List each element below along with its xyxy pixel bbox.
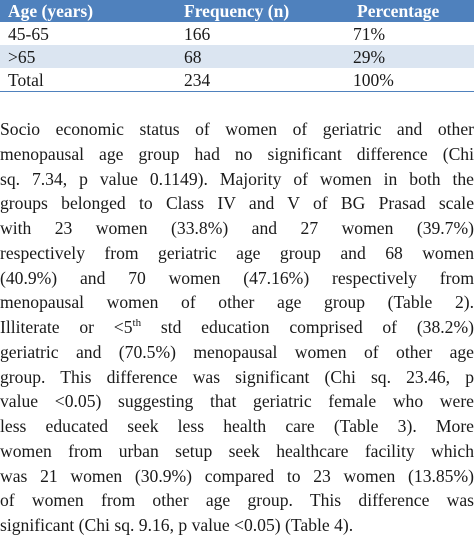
text-line: of women from other age group. This diff… <box>0 490 474 511</box>
text-line: respectively from geriatric age group an… <box>0 242 474 263</box>
cell-age: Total <box>0 68 178 92</box>
cell-frequency: 68 <box>178 45 349 68</box>
text-fragment: Illiterate or <5 <box>0 317 133 337</box>
header-frequency: Frequency (n) <box>178 0 349 22</box>
table-header-row: Age (years) Frequency (n) Percentage <box>0 0 474 22</box>
superscript: th <box>132 317 142 329</box>
text-line: was 21 women (30.9%) compared to 23 wome… <box>0 465 474 486</box>
text-line: groups belonged to Class IV and V of BG … <box>0 193 474 214</box>
body-paragraph: Socio economic status of women of geriat… <box>0 117 474 538</box>
text-line: menopausal age group had no significant … <box>0 143 474 164</box>
header-percentage: Percentage <box>349 0 474 22</box>
text-line: less educated seek less health care (Tab… <box>0 416 474 436</box>
cell-percentage: 100% <box>349 68 474 92</box>
text-line: women from urban setup seek healthcare f… <box>0 440 474 461</box>
table-row: >65 68 29% <box>0 45 474 68</box>
text-line: value <0.05) suggesting that geriatric f… <box>0 391 474 412</box>
cell-age: 45-65 <box>0 22 178 45</box>
text-line: Illiterate or <5th std education compris… <box>0 315 474 340</box>
table-row: 45-65 166 71% <box>0 22 474 45</box>
text-line: geriatric and (70.5%) menopausal women o… <box>0 341 474 362</box>
text-line: (40.9%) and 70 women (47.16%) respective… <box>0 267 474 288</box>
text-fragment: std education comprised of (38.2%) <box>141 317 474 337</box>
table-row-total: Total 234 100% <box>0 68 474 92</box>
cell-frequency: 234 <box>178 68 349 92</box>
text-line: significant (Chi sq. 9.16, p value <0.05… <box>0 515 354 535</box>
cell-percentage: 71% <box>349 22 474 45</box>
text-line: group. This difference was significant (… <box>0 366 474 387</box>
cell-age: >65 <box>0 45 178 68</box>
text-line: sq. 7.34, p value 0.1149). Majority of w… <box>0 168 474 189</box>
cell-percentage: 29% <box>349 45 474 68</box>
text-line: menopausal women of other age group (Tab… <box>0 292 474 313</box>
cell-frequency: 166 <box>178 22 349 45</box>
text-line: with 23 women (33.8%) and 27 women (39.7… <box>0 218 474 238</box>
age-frequency-table: Age (years) Frequency (n) Percentage 45-… <box>0 0 474 92</box>
header-age: Age (years) <box>0 0 178 22</box>
text-line: Socio economic status of women of geriat… <box>0 119 474 139</box>
